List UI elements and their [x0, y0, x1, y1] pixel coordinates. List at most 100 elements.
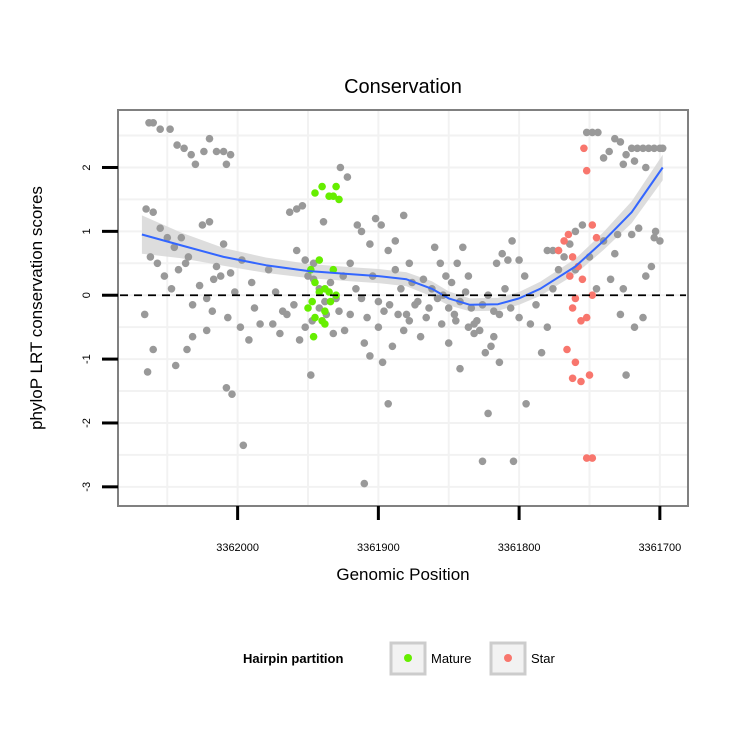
data-point-mature: [335, 195, 343, 204]
data-point-background: [522, 400, 530, 408]
data-point-background: [470, 320, 478, 328]
data-point-mature: [321, 320, 329, 328]
data-point-background: [490, 307, 498, 316]
data-point-background: [613, 230, 622, 239]
data-point-background: [658, 144, 667, 153]
data-point-background: [633, 144, 642, 153]
data-point-background: [495, 358, 504, 367]
data-point-background: [264, 265, 273, 274]
data-point-star: [577, 377, 585, 386]
data-point-background: [578, 221, 587, 229]
data-point-background: [606, 275, 615, 284]
data-point-background: [378, 358, 387, 367]
data-point-mature: [326, 297, 335, 306]
data-point-background: [304, 272, 312, 280]
data-point-background: [594, 128, 602, 137]
data-point-background: [149, 345, 157, 354]
y-tick-label: 0: [81, 292, 93, 298]
data-point-background: [222, 384, 231, 392]
y-tick-label: 2: [81, 164, 93, 170]
x-tick-label: 3361700: [638, 542, 681, 554]
legend-swatch-star: [504, 654, 512, 662]
data-point-star: [571, 358, 580, 367]
data-point-background: [622, 150, 630, 159]
data-point-background: [149, 208, 157, 216]
data-point-background: [343, 173, 352, 181]
data-point-background: [292, 246, 301, 255]
data-point-background: [627, 230, 636, 239]
data-point-background: [195, 281, 204, 290]
data-point-background: [208, 307, 217, 316]
data-point-background: [212, 147, 221, 156]
data-point-background: [456, 364, 464, 373]
data-point-background: [357, 227, 366, 236]
data-point-background: [437, 320, 446, 328]
data-point-background: [205, 134, 214, 143]
data-point-background: [397, 285, 405, 293]
data-point-background: [326, 278, 335, 287]
data-point-background: [399, 211, 408, 220]
data-point-background: [642, 272, 650, 280]
legend-label-mature: Mature: [431, 651, 471, 666]
data-point-background: [554, 265, 563, 274]
data-point-background: [153, 259, 162, 268]
data-point-background: [611, 134, 619, 143]
data-point-star: [568, 374, 577, 383]
smooth-line: [141, 166, 664, 306]
data-point-star: [563, 345, 571, 354]
data-point-background: [340, 326, 349, 335]
chart-title: Conservation: [344, 76, 462, 98]
data-point-background: [650, 144, 658, 153]
data-point-background: [315, 304, 324, 312]
data-point-background: [188, 301, 197, 309]
data-point-background: [405, 317, 414, 325]
data-point-background: [384, 246, 393, 255]
data-point-background: [532, 301, 540, 309]
data-point-background: [650, 233, 658, 242]
data-point-background: [647, 262, 656, 271]
data-point-mature: [311, 278, 319, 287]
data-point-background: [543, 323, 552, 332]
data-point-background: [616, 138, 625, 146]
data-point-background: [187, 150, 195, 159]
data-point-background: [436, 259, 445, 268]
data-point-background: [298, 202, 307, 210]
data-point-background: [464, 323, 473, 332]
data-point-background: [219, 240, 228, 248]
data-point-star: [578, 275, 587, 284]
data-point-background: [504, 256, 512, 264]
x-axis: 3362000 3361900 3361800 3361700: [216, 506, 681, 554]
data-point-mature: [321, 307, 329, 316]
data-point-background: [549, 285, 557, 293]
data-point-background: [515, 256, 523, 264]
x-axis-title: Genomic Position: [336, 565, 469, 584]
plot-panel: [117, 109, 689, 507]
data-point-background: [619, 285, 628, 293]
data-point-star: [580, 144, 588, 153]
data-point-mature: [329, 192, 338, 200]
data-point-background: [247, 278, 256, 287]
data-point-background: [184, 253, 193, 261]
smooth-ribbon: [141, 154, 663, 312]
data-point-star: [592, 233, 601, 242]
data-point-background: [385, 301, 394, 309]
data-point-background: [391, 237, 400, 245]
data-point-background: [321, 297, 329, 306]
data-point-background: [481, 348, 490, 357]
data-point-background: [166, 125, 174, 133]
data-point-background: [422, 313, 431, 322]
data-point-background: [276, 329, 284, 338]
data-point-background: [228, 390, 236, 399]
data-point-star: [588, 291, 597, 300]
data-point-background: [391, 265, 400, 274]
data-point-background: [537, 348, 546, 357]
data-point-background: [452, 317, 460, 325]
data-point-star: [577, 317, 585, 325]
data-point-background: [501, 285, 509, 293]
data-point-background: [366, 240, 374, 248]
data-point-background: [283, 310, 291, 319]
data-point-background: [319, 218, 328, 226]
data-point-background: [360, 339, 369, 347]
data-point-background: [181, 259, 190, 268]
